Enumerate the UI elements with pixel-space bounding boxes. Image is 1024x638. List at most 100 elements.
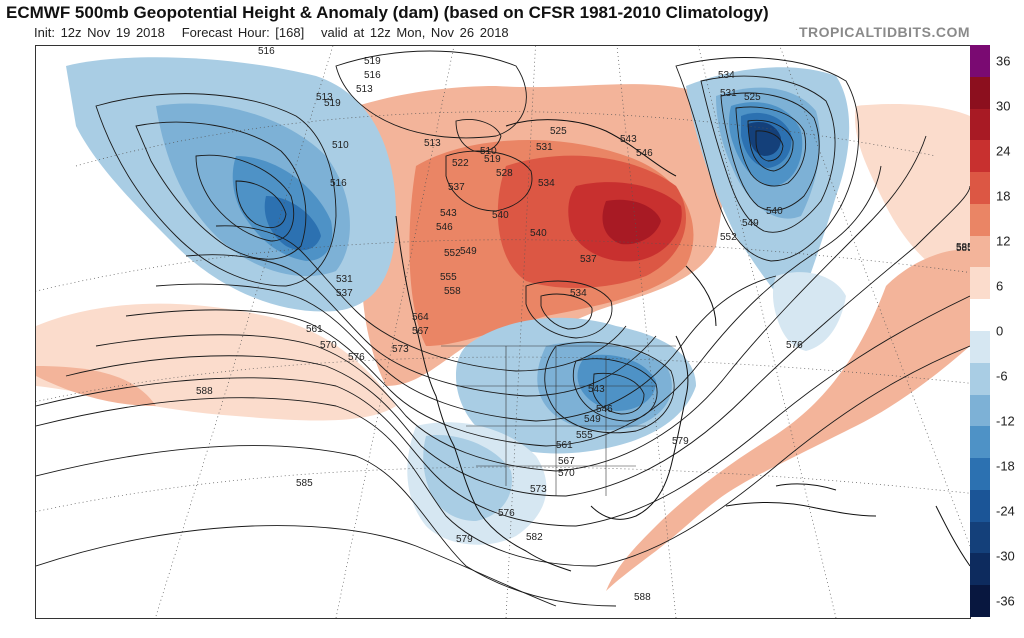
- contour-label: 588: [634, 592, 651, 603]
- contour-label: 534: [718, 70, 735, 81]
- contour-label: 567: [558, 456, 575, 467]
- positive-anomaly-areas: [36, 84, 970, 592]
- state-borders: [441, 345, 676, 496]
- valid-time: valid at 12z Mon, Nov 26 2018: [321, 25, 509, 40]
- contour-label: 540: [766, 206, 783, 217]
- contour-label: 555: [576, 430, 593, 441]
- contour-label: 534: [538, 178, 555, 189]
- contour-label: 546: [436, 222, 453, 233]
- colorbar-label: 30: [996, 98, 1011, 114]
- contour-label: 531: [720, 88, 737, 99]
- geopotential-map: 516 519 516 513 510 513 522 519 528 525 531 534 537 5…: [36, 46, 970, 618]
- contour-label: 558: [444, 286, 461, 297]
- contour-label: 561: [556, 440, 573, 451]
- contour-label: 549: [584, 414, 601, 425]
- contour-label: 555: [440, 272, 457, 283]
- contour-label: 519: [484, 154, 501, 165]
- contour-labels: 516 519 516 513 510 513 522 519 528 525 531 534 537 5…: [196, 46, 970, 603]
- colorbar-label: 12: [996, 233, 1011, 249]
- contour-label: 513: [316, 92, 333, 103]
- colorbar-cell: [970, 172, 990, 205]
- coastlines: [395, 119, 970, 572]
- colorbar-cell: [970, 108, 990, 141]
- contour-label: 516: [364, 70, 381, 81]
- contour-label: 561: [306, 324, 323, 335]
- colorbar-cell: [970, 235, 990, 268]
- colorbar-cell: [970, 521, 990, 554]
- chart-title: ECMWF 500mb Geopotential Height & Anomal…: [6, 3, 769, 22]
- contour-label: 567: [412, 326, 429, 337]
- contour-label: 531: [536, 142, 553, 153]
- contour-label: 528: [496, 168, 513, 179]
- contour-label: 522: [452, 158, 469, 169]
- colorbar-label: 24: [996, 143, 1011, 159]
- contour-label: 519: [324, 98, 341, 109]
- contour-label: 534: [570, 288, 587, 299]
- colorbar-cell: [970, 267, 990, 300]
- contour-label: 549: [742, 218, 759, 229]
- contour-label: 564: [412, 312, 429, 323]
- colorbar-label: 0: [996, 323, 1004, 339]
- colorbar-label: -6: [996, 368, 1008, 384]
- colorbar-label: 36: [996, 53, 1011, 69]
- colorbar-cell: [970, 140, 990, 173]
- colorbar-label: -12: [996, 413, 1015, 429]
- contour-label: 540: [530, 228, 547, 239]
- contour-label: 585: [956, 243, 970, 254]
- colorbar-cell: [970, 76, 990, 110]
- contour-label: 537: [580, 254, 597, 265]
- contour-label: 573: [392, 344, 409, 355]
- height-contours: [36, 50, 970, 607]
- forecast-hour: Forecast Hour: [168]: [181, 25, 305, 40]
- contour-label: 510: [480, 146, 497, 157]
- contour-label: 579: [456, 534, 473, 545]
- contour-label: 516: [330, 178, 347, 189]
- graticule: [36, 46, 970, 618]
- contour-label: 531: [336, 274, 353, 285]
- init-forecast-valid-line: Init: 12z Nov 19 2018 Forecast Hour: [16…: [34, 25, 509, 40]
- contour-label: 570: [320, 340, 337, 351]
- contour-label: 525: [550, 126, 567, 137]
- contour-label: 546: [636, 148, 653, 159]
- colorbar-cell: [970, 426, 990, 459]
- colorbar-labels: 36 30 24 18 12 6 0 -6 -12 -18 -24 -30 -36: [992, 45, 1024, 617]
- contour-label: 552: [444, 248, 461, 259]
- anomaly-colorbar: [970, 45, 990, 618]
- contour-label: 537: [336, 288, 353, 299]
- colorbar-cell: [970, 362, 990, 396]
- contour-label: 588: [196, 386, 213, 397]
- colorbar-cell: [970, 458, 990, 491]
- colorbar-cell: [970, 489, 990, 523]
- contour-label: 549: [460, 246, 477, 257]
- contour-label: 516: [258, 46, 275, 57]
- contour-label: 576: [348, 352, 365, 363]
- colorbar-cell: [970, 394, 990, 427]
- colorbar-label: 6: [996, 278, 1004, 294]
- contour-label: 573: [530, 484, 547, 495]
- init-time: Init: 12z Nov 19 2018: [34, 25, 165, 40]
- contour-label: 510: [332, 140, 349, 151]
- contour-label: 519: [364, 56, 381, 67]
- colorbar-cell: [970, 299, 990, 332]
- contour-label: 537: [448, 182, 465, 193]
- contour-label: 543: [620, 134, 637, 145]
- colorbar-label: -24: [996, 503, 1015, 519]
- contour-label: 513: [356, 84, 373, 95]
- colorbar-cell: [970, 331, 990, 364]
- contour-label: 540: [492, 210, 509, 221]
- contour-label: 576: [786, 340, 803, 351]
- contour-label: 585: [296, 478, 313, 489]
- contour-label: 582: [526, 532, 543, 543]
- colorbar-cell: [970, 45, 990, 78]
- colorbar-label: -36: [996, 593, 1015, 609]
- colorbar-label: -30: [996, 548, 1015, 564]
- colorbar-label: -18: [996, 458, 1015, 474]
- contour-label: 546: [596, 404, 613, 415]
- contour-label: 525: [744, 92, 761, 103]
- contour-label: 543: [588, 384, 605, 395]
- colorbar-cell: [970, 553, 990, 586]
- colorbar-label: 18: [996, 188, 1011, 204]
- contour-label: 576: [498, 508, 515, 519]
- site-brand: TROPICALTIDBITS.COM: [798, 24, 970, 40]
- contour-label: 543: [440, 208, 457, 219]
